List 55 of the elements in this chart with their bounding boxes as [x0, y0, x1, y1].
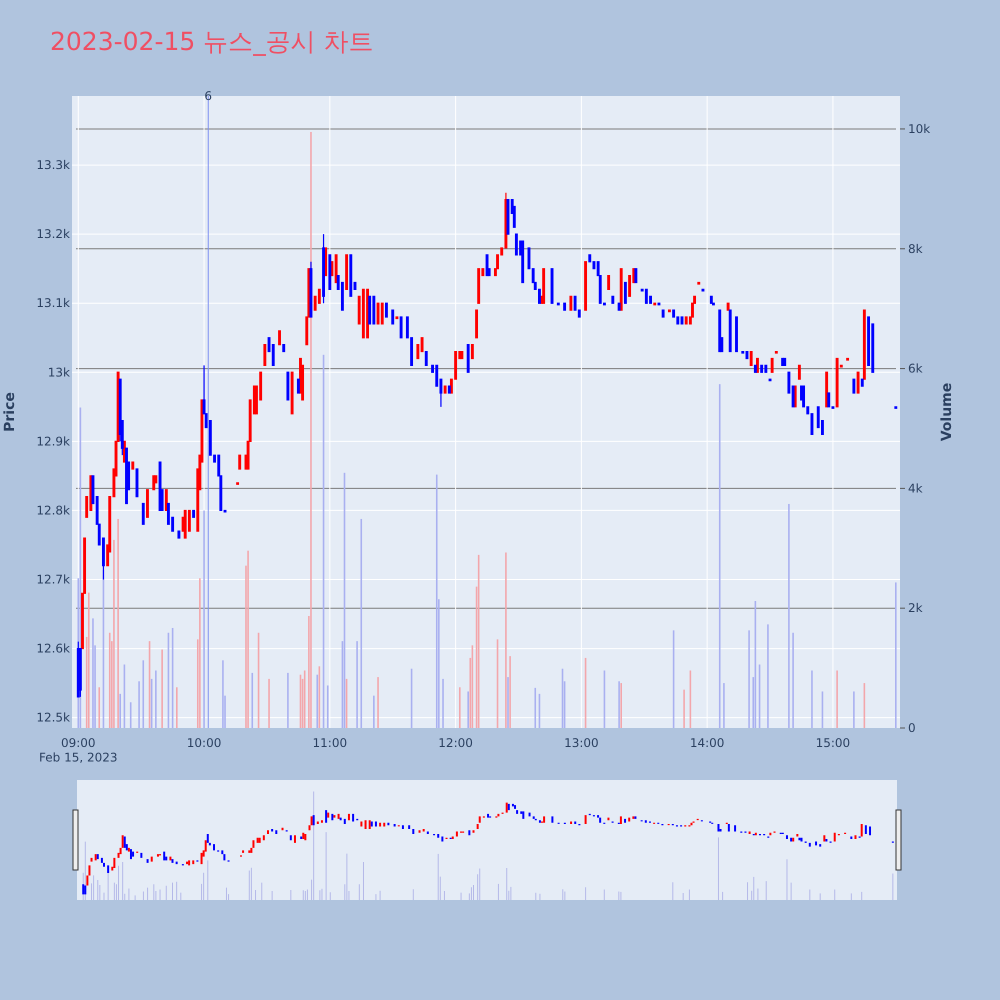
candlestick	[702, 288, 704, 292]
candlestick	[726, 302, 730, 311]
candlestick	[444, 386, 447, 394]
candlestick	[177, 530, 180, 539]
y-axis-title: Price	[2, 392, 18, 432]
y-tick-label: 13k	[48, 365, 70, 380]
ref-line-label: 6	[204, 89, 212, 103]
y-tick-label: 12.8k	[36, 503, 70, 518]
y2-tick-label: 2k	[908, 601, 923, 616]
chart-title: 2023-02-15 뉴스_공시 차트	[50, 27, 374, 56]
candlestick	[768, 378, 772, 382]
x-tick-label: 13:00	[564, 736, 599, 750]
candlestick	[774, 350, 778, 354]
candlestick	[448, 386, 451, 394]
y-tick-label: 13.2k	[36, 227, 70, 242]
candlestick	[668, 310, 671, 312]
x-tick-label: 12:00	[438, 736, 473, 750]
candlestick	[662, 310, 665, 318]
y-tick-label: 13.3k	[36, 158, 70, 172]
y2-tick-label: 10k	[908, 122, 930, 136]
x-tick-label: 11:00	[312, 736, 348, 750]
candlestick	[657, 302, 660, 306]
y-tick-label: 12.5k	[36, 710, 70, 725]
candlestick	[322, 234, 325, 304]
candlestick	[460, 350, 464, 360]
x-tick-label: 10:00	[186, 736, 222, 750]
y2-tick-label: 6k	[908, 362, 923, 376]
candlestick	[192, 510, 196, 518]
candlestick	[236, 482, 240, 485]
y2-tick-label: 8k	[908, 242, 923, 256]
y2-axis-title: Volume	[939, 382, 955, 442]
candlestick	[680, 316, 684, 325]
y-tick-label: 12.7k	[36, 572, 70, 586]
candlestick	[710, 296, 713, 304]
candlestick	[760, 364, 764, 373]
candlestick	[684, 316, 688, 325]
candlestick	[611, 296, 614, 304]
y2-tick-label: 4k	[908, 481, 923, 496]
candlestick	[764, 364, 768, 373]
y-tick-label: 12.6k	[36, 642, 70, 656]
candlestick	[556, 302, 560, 306]
candlestick	[278, 330, 281, 346]
candlestick	[395, 316, 398, 320]
x-tick-label: 14:00	[690, 736, 724, 750]
candlestick	[754, 364, 757, 373]
y-tick-label: 12.9k	[36, 434, 70, 448]
candlestick	[894, 406, 898, 409]
x-tick-label: 09:00 Feb 15, 2023	[39, 736, 118, 764]
candlestick	[746, 350, 748, 360]
y2-tick-label: 0	[908, 721, 916, 735]
candlestick	[653, 302, 656, 306]
y-tick-label: 13.1k	[36, 296, 70, 310]
x-tick-label: 15:00	[816, 736, 850, 750]
candlestick	[563, 302, 566, 311]
candlestick	[618, 302, 621, 311]
